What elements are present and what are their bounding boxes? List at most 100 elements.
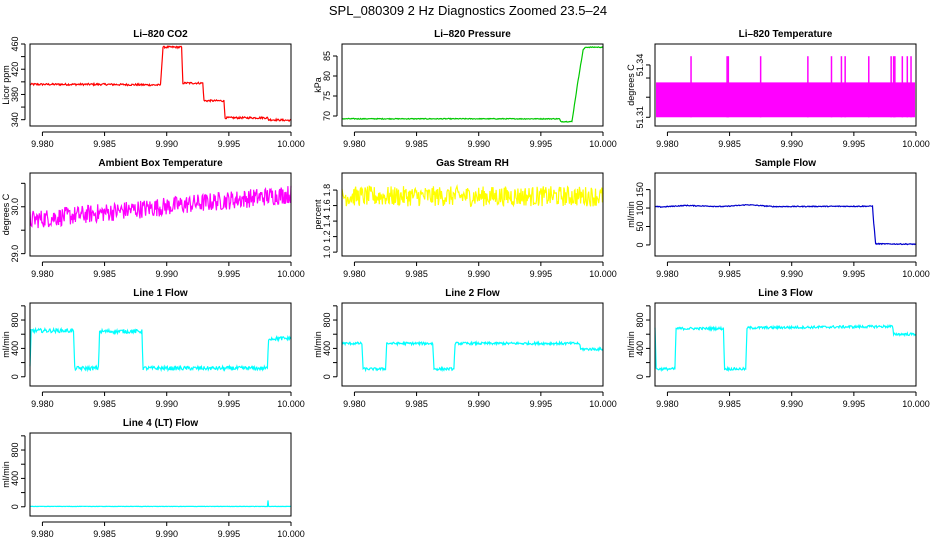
- chart-frame: [29, 432, 292, 517]
- y-tick-label: 1.6: [322, 199, 332, 212]
- x-tick-label: 10.000: [589, 139, 617, 149]
- x-tick-label: 10.000: [902, 399, 930, 409]
- y-tick-label: 800: [635, 313, 645, 328]
- figure-title: SPL_080309 2 Hz Diagnostics Zoomed 23.5–…: [329, 3, 607, 18]
- chart-series: [654, 203, 917, 246]
- y-tick-label: 420: [10, 62, 20, 77]
- y-tick-label: 0: [10, 374, 20, 379]
- x-axis: 9.980 9.985 9.990 9.995 10.000: [343, 261, 617, 279]
- x-tick-label: 9.990: [780, 139, 803, 149]
- y-tick-label: 0: [10, 504, 20, 509]
- chart-line: [341, 339, 604, 373]
- y-axis: 70 75 80 85: [322, 51, 338, 121]
- chart-frame: [341, 302, 604, 387]
- x-tick-label: 10.000: [902, 139, 930, 149]
- y-tick-label: 150: [635, 182, 645, 197]
- y-axis-label: percent: [313, 199, 323, 230]
- y-tick-label: 0: [322, 374, 332, 379]
- y-tick-label: 400: [322, 341, 332, 356]
- chart-line: [29, 185, 292, 229]
- chart-line: [341, 184, 604, 208]
- x-axis: 9.980 9.985 9.990 9.995 10.000: [31, 391, 305, 409]
- x-tick-label: 10.000: [277, 399, 305, 409]
- y-axis-label: ml/min: [1, 461, 11, 488]
- x-tick-label: 10.000: [902, 269, 930, 279]
- x-tick-label: 9.995: [530, 139, 553, 149]
- x-tick-label: 9.995: [218, 269, 241, 279]
- chart-line: [341, 46, 604, 123]
- chart-series: [29, 185, 292, 229]
- chart-series: [341, 339, 604, 373]
- x-tick-label: 10.000: [277, 529, 305, 539]
- x-tick-label: 9.990: [155, 139, 178, 149]
- chart-frame: [341, 43, 604, 127]
- y-axis-label: kPa: [313, 77, 323, 93]
- x-axis: 9.980 9.985 9.990 9.995 10.000: [31, 261, 305, 279]
- x-tick-label: 9.995: [218, 529, 241, 539]
- chart-title: Line 4 (LT) Flow: [123, 418, 199, 429]
- x-tick-label: 9.990: [467, 399, 490, 409]
- chart-series: [341, 184, 604, 208]
- y-axis-label: ml/min: [626, 201, 636, 228]
- chart-title: Line 3 Flow: [758, 288, 813, 299]
- chart-title: Sample Flow: [755, 158, 816, 169]
- y-tick-label: 800: [322, 313, 332, 328]
- y-tick-label: 85: [322, 51, 332, 61]
- x-tick-label: 9.995: [530, 399, 553, 409]
- chart-panel-2: Li–820 Pressure 9.980 9.985 9.990 9.995 10.00…: [313, 29, 617, 149]
- y-axis: 51.31 51.34: [635, 54, 651, 129]
- x-tick-label: 9.980: [343, 269, 366, 279]
- chart-panel-5: Gas Stream RH 9.980 9.985 9.990 9.995 10.000 1…: [313, 158, 617, 279]
- x-tick-label: 9.980: [656, 399, 679, 409]
- x-tick-label: 10.000: [277, 269, 305, 279]
- y-tick-label: 0: [635, 242, 645, 247]
- chart-panel-9: Line 3 Flow 9.980 9.985 9.990 9.995 10.000 0 40…: [626, 288, 930, 409]
- y-tick-label: 29.0: [10, 245, 20, 263]
- y-tick-label: 340: [10, 112, 20, 127]
- y-axis: 0 400 800: [322, 305, 338, 379]
- y-axis-label: Licor ppm: [1, 65, 11, 105]
- x-tick-label: 9.980: [31, 139, 54, 149]
- x-axis: 9.980 9.985 9.990 9.995 10.000: [31, 131, 305, 149]
- x-tick-label: 9.985: [405, 139, 428, 149]
- y-tick-label: 800: [10, 313, 20, 328]
- chart-title: Li–820 Pressure: [434, 29, 511, 40]
- y-tick-label: 800: [10, 443, 20, 458]
- chart-title: Li–820 CO2: [133, 29, 188, 40]
- chart-line: [29, 45, 292, 123]
- y-tick-label: 30.0: [10, 198, 20, 216]
- y-tick-label: 51.31: [635, 106, 645, 129]
- x-axis: 9.980 9.985 9.990 9.995 10.000: [31, 521, 305, 539]
- chart-panel-10: Line 4 (LT) Flow 9.980 9.985 9.990 9.995 10.0…: [1, 418, 305, 539]
- chart-line: [654, 323, 917, 373]
- y-tick-label: 460: [10, 36, 20, 51]
- x-tick-label: 9.985: [718, 399, 741, 409]
- y-tick-label: 400: [10, 471, 20, 486]
- chart-frame: [654, 172, 917, 257]
- y-axis: 1.0 1.2 1.4 1.6 1.8: [322, 184, 338, 259]
- chart-series: [29, 45, 292, 123]
- x-tick-label: 9.990: [155, 529, 178, 539]
- chart-series: [341, 46, 604, 123]
- chart-frame: [29, 172, 292, 257]
- x-tick-label: 9.985: [93, 399, 116, 409]
- y-axis: 340 380 420 460: [10, 36, 26, 127]
- x-tick-label: 9.995: [843, 269, 866, 279]
- chart-panel-3: Li–820 Temperature 9.980 9.985 9.990 9.995 10…: [626, 29, 930, 149]
- x-tick-label: 9.985: [405, 269, 428, 279]
- x-axis: 9.980 9.985 9.990 9.995 10.000: [656, 261, 930, 279]
- x-tick-label: 9.995: [218, 399, 241, 409]
- chart-series: [654, 323, 917, 373]
- x-tick-label: 9.985: [405, 399, 428, 409]
- y-axis-label: degrees C: [1, 193, 11, 235]
- x-axis: 9.980 9.985 9.990 9.995 10.000: [656, 391, 930, 409]
- chart-title: Line 2 Flow: [445, 288, 500, 299]
- y-tick-label: 70: [322, 111, 332, 121]
- x-tick-label: 9.980: [343, 139, 366, 149]
- x-tick-label: 9.980: [656, 139, 679, 149]
- chart-frame: [29, 43, 292, 127]
- y-tick-label: 1.0: [322, 246, 332, 259]
- chart-title: Li–820 Temperature: [739, 29, 833, 40]
